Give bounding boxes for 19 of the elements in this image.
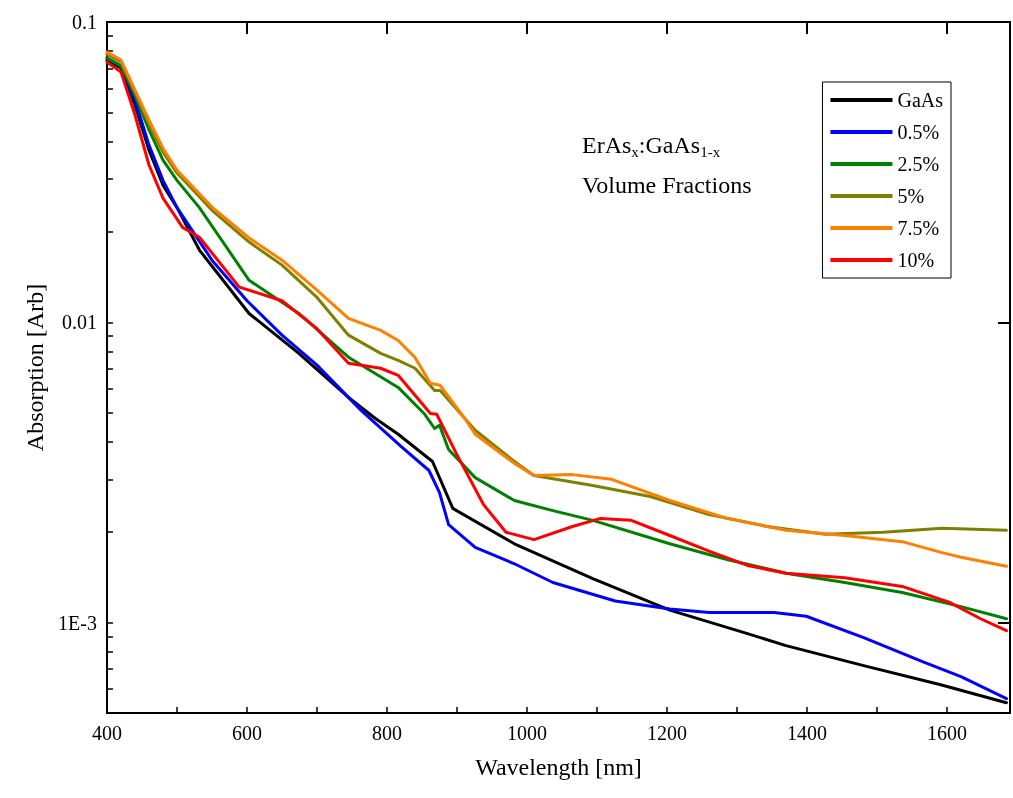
x-tick-label: 1200 [647, 722, 687, 744]
legend-label: 5% [897, 185, 925, 207]
x-tick-label: 1400 [787, 722, 827, 744]
x-tick-label: 1600 [927, 722, 967, 744]
legend-label: 10% [897, 249, 935, 271]
y-axis-title: Absorption [Arb] [22, 283, 49, 452]
annotation: Volume Fractions [582, 172, 752, 198]
x-axis-title: Wavelength [nm] [475, 754, 642, 780]
x-tick-label: 1000 [507, 722, 547, 744]
y-tick-label: 1E-3 [58, 611, 97, 634]
legend-label: 0.5% [897, 121, 940, 143]
legend-label: 7.5% [897, 217, 940, 239]
y-tick-label: 0.01 [62, 311, 97, 334]
legend-label: GaAs [897, 89, 944, 111]
x-tick-label: 600 [232, 722, 262, 744]
legend-label: 2.5% [897, 153, 940, 175]
x-tick-label: 400 [92, 722, 122, 744]
x-tick-label: 800 [372, 722, 402, 744]
y-tick-label: 0.1 [72, 11, 97, 33]
